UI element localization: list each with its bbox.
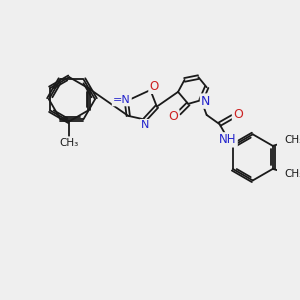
Text: CH₃: CH₃ <box>284 135 300 145</box>
Text: N: N <box>141 120 149 130</box>
Text: N: N <box>201 94 210 108</box>
Text: O: O <box>149 80 159 93</box>
Text: O: O <box>169 110 178 123</box>
Text: =N: =N <box>113 95 131 105</box>
Text: O: O <box>233 107 243 121</box>
Text: CH₃: CH₃ <box>284 169 300 179</box>
Text: NH: NH <box>219 134 237 146</box>
Text: CH₃: CH₃ <box>60 138 79 148</box>
